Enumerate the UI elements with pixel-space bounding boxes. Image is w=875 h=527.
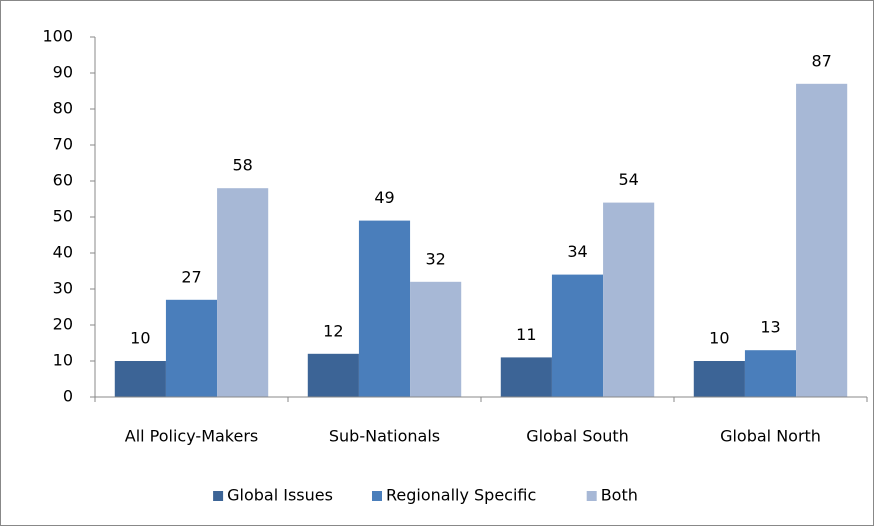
y-tick-label: 100 bbox=[42, 27, 73, 46]
x-tick-label: Global South bbox=[526, 427, 629, 446]
bar bbox=[114, 361, 166, 397]
value-label: 58 bbox=[232, 156, 252, 175]
value-label: 87 bbox=[811, 51, 831, 70]
x-tick-label: Sub-Nationals bbox=[329, 427, 440, 446]
y-tick-label: 90 bbox=[53, 63, 73, 82]
value-label: 10 bbox=[130, 329, 150, 348]
bar bbox=[307, 353, 359, 397]
bar bbox=[744, 350, 797, 397]
y-tick-label: 70 bbox=[53, 135, 73, 154]
bar bbox=[410, 281, 462, 397]
value-label: 13 bbox=[760, 318, 780, 337]
legend-label: Both bbox=[601, 486, 638, 505]
y-tick-label: 10 bbox=[53, 351, 73, 370]
legend-swatch bbox=[372, 491, 382, 501]
y-tick-label: 50 bbox=[53, 207, 73, 226]
legend-swatch bbox=[213, 491, 224, 501]
value-label: 11 bbox=[516, 325, 536, 344]
y-tick-label: 30 bbox=[53, 279, 73, 298]
y-tick-label: 60 bbox=[53, 171, 73, 190]
bar bbox=[165, 299, 218, 397]
y-tick-label: 20 bbox=[53, 315, 73, 334]
legend-label: Regionally Specific bbox=[386, 486, 536, 505]
x-tick-label: Global North bbox=[720, 427, 821, 446]
bar bbox=[358, 220, 411, 397]
value-label: 54 bbox=[618, 170, 638, 189]
bar bbox=[217, 188, 269, 397]
value-label: 34 bbox=[567, 242, 587, 261]
y-tick-label: 0 bbox=[63, 387, 73, 406]
bar bbox=[500, 357, 552, 397]
value-label: 49 bbox=[374, 188, 394, 207]
value-label: 12 bbox=[323, 321, 343, 340]
y-tick-label: 40 bbox=[53, 243, 73, 262]
bar bbox=[796, 83, 848, 398]
legend-swatch bbox=[586, 491, 597, 501]
bar bbox=[551, 274, 604, 397]
bar bbox=[693, 361, 745, 397]
legend-label: Global Issues bbox=[227, 486, 333, 505]
value-label: 10 bbox=[709, 329, 729, 348]
value-label: 32 bbox=[425, 249, 445, 268]
x-tick-label: All Policy-Makers bbox=[125, 427, 259, 446]
y-tick-label: 80 bbox=[53, 99, 73, 118]
value-label: 27 bbox=[181, 267, 201, 286]
bar bbox=[603, 202, 655, 397]
